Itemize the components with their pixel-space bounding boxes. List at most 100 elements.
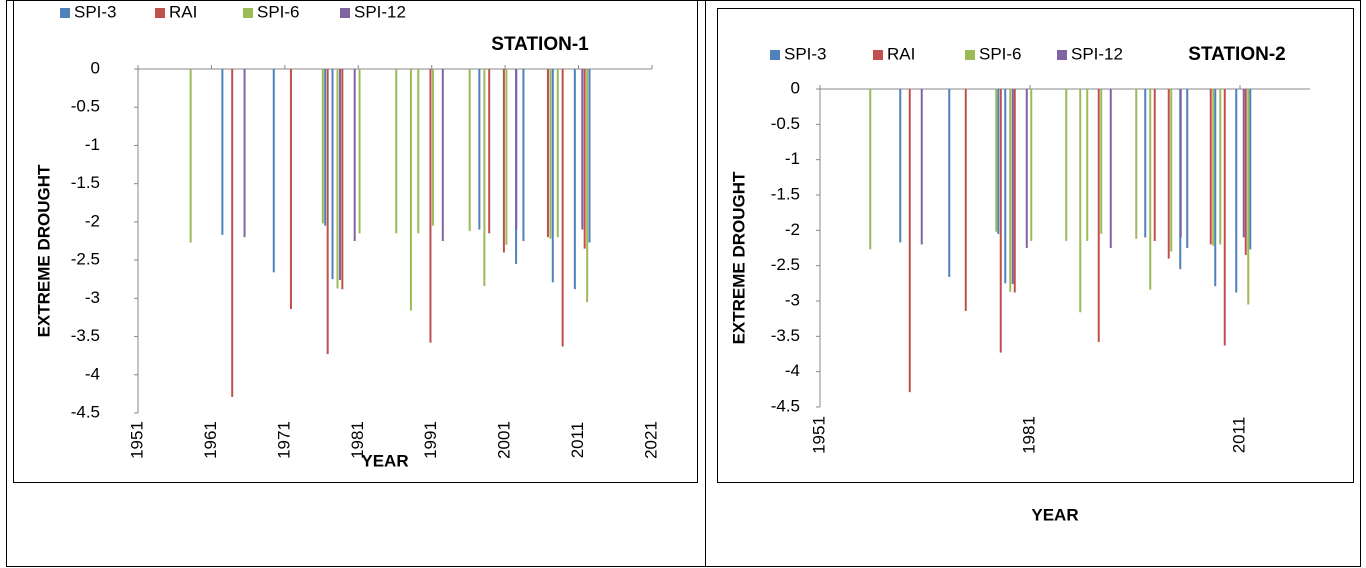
bar <box>522 69 525 241</box>
bar <box>1244 89 1247 256</box>
bar <box>1100 89 1103 234</box>
y-tick-label: -1.5 <box>771 184 800 203</box>
y-tick-label: -2.5 <box>71 250 100 269</box>
bar <box>1065 89 1068 241</box>
bar <box>324 69 327 226</box>
y-axis-title: EXTREME DROUGHT <box>34 164 53 337</box>
bar <box>483 69 486 287</box>
y-tick-label: 0 <box>791 78 800 97</box>
bar <box>488 69 491 234</box>
bar <box>908 89 911 393</box>
bar <box>515 69 518 230</box>
bar <box>556 69 559 238</box>
chart-frame <box>717 8 1354 483</box>
bar <box>221 69 224 235</box>
bar <box>417 69 420 234</box>
bar <box>869 89 872 250</box>
x-tick-label: 1951 <box>809 416 828 454</box>
legend-swatch <box>873 50 883 60</box>
legend-swatch <box>340 8 350 18</box>
bar <box>583 69 586 249</box>
x-axis-title: YEAR <box>361 451 408 470</box>
bar <box>1013 89 1016 293</box>
legend-label: SPI-3 <box>784 44 827 63</box>
bar <box>1223 89 1226 346</box>
bar <box>1086 89 1089 241</box>
bar <box>1247 89 1250 305</box>
bar <box>1009 89 1012 292</box>
bar <box>1144 89 1147 238</box>
y-tick-label: -1 <box>85 135 100 154</box>
legend-label: SPI-12 <box>354 2 406 21</box>
legend-swatch <box>60 8 70 18</box>
x-tick-label: 2011 <box>1229 417 1248 454</box>
bar <box>1242 89 1245 238</box>
bar <box>1209 89 1212 245</box>
x-tick-label: 1961 <box>201 421 220 459</box>
bar <box>272 69 275 273</box>
y-tick-label: -4 <box>785 361 800 380</box>
bar <box>189 69 192 243</box>
y-tick-label: -3.5 <box>771 326 800 345</box>
bar <box>997 89 1000 234</box>
bar <box>395 69 398 234</box>
bar <box>561 69 564 347</box>
bar <box>231 69 234 397</box>
bar <box>468 69 471 232</box>
bar <box>1030 89 1033 241</box>
legend-label: RAI <box>169 2 197 21</box>
bar <box>353 69 356 241</box>
y-tick-label: -0.5 <box>71 97 100 116</box>
legend-swatch <box>965 50 975 60</box>
bar <box>289 69 292 310</box>
bar <box>1214 89 1217 287</box>
bar <box>549 69 552 239</box>
bar <box>1011 89 1014 285</box>
bar <box>1167 89 1170 259</box>
y-tick-label: 0 <box>91 58 100 77</box>
x-tick-label: 1951 <box>127 421 146 459</box>
chart-title: STATION-1 <box>491 34 589 55</box>
bar <box>429 69 432 343</box>
legend-swatch <box>1057 50 1067 60</box>
bar <box>586 69 589 303</box>
x-tick-label: 1971 <box>274 421 293 459</box>
bar <box>336 69 339 289</box>
bar <box>326 69 329 355</box>
y-tick-label: -1.5 <box>71 173 100 192</box>
bar <box>339 69 342 280</box>
x-tick-label: 2011 <box>568 422 587 459</box>
bar <box>1097 89 1100 342</box>
bar <box>1170 89 1173 252</box>
legend-swatch <box>770 50 780 60</box>
bar <box>588 69 591 243</box>
bar <box>1135 89 1138 239</box>
bar <box>581 69 584 230</box>
bar <box>1179 89 1182 238</box>
x-tick-label: 1981 <box>1019 416 1038 454</box>
legend-label: SPI-6 <box>979 44 1022 63</box>
bar <box>1235 89 1238 293</box>
bar <box>920 89 923 245</box>
x-tick-label: 2001 <box>495 421 514 459</box>
bar <box>341 69 344 290</box>
legend-label: RAI <box>887 44 915 63</box>
y-tick-label: -3 <box>85 288 100 307</box>
bar <box>1249 89 1252 250</box>
bar <box>995 89 998 232</box>
y-axis-title: EXTREME DROUGHT <box>729 171 748 344</box>
outer-frame <box>6 0 1361 567</box>
bar <box>899 89 902 243</box>
y-tick-label: -4.5 <box>771 396 800 415</box>
bar <box>441 69 444 241</box>
bar <box>999 89 1002 353</box>
y-tick-label: -2 <box>785 220 800 239</box>
chart-title: STATION-2 <box>1188 44 1285 65</box>
bar <box>409 69 412 311</box>
bar <box>1149 89 1152 290</box>
y-tick-label: -4 <box>85 364 100 383</box>
x-tick-label: 2021 <box>641 421 660 459</box>
y-tick-label: -2 <box>85 211 100 230</box>
bar <box>502 69 505 253</box>
